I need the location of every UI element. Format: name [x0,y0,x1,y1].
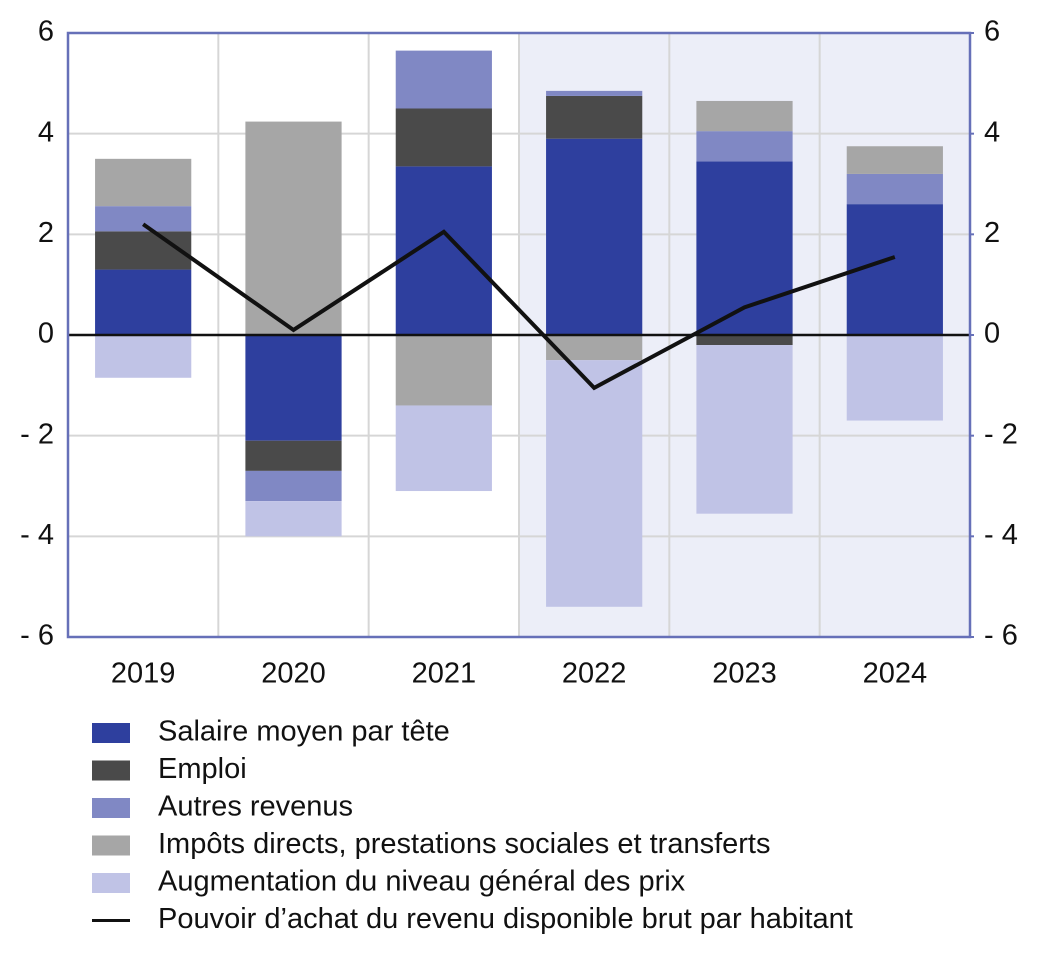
bar-segment [696,100,793,132]
bar-segment [846,335,943,421]
legend-label: Salaire moyen par tête [158,716,450,748]
y2-tick-label: 4 [984,116,1000,148]
bar-segment [245,470,342,502]
y-tick-label: 4 [38,116,54,148]
bar-segment [846,146,943,174]
bar-segment [546,360,643,607]
bar-segment [696,335,793,346]
legend-swatch [92,873,130,893]
bar-segment [245,501,342,537]
bar-segment [696,345,793,514]
legend-label: Impôts directs, prestations sociales et … [158,828,770,860]
x-tick-label: 2019 [111,658,176,690]
bar-segment [95,206,192,232]
y-tick-label: - 4 [20,519,54,551]
legend-label: Pouvoir d’achat du revenu disponible bru… [158,903,853,935]
bar-segment [546,90,643,96]
bar-segment [95,158,192,207]
legend-label: Emploi [158,753,247,785]
y-tick-label: - 6 [20,620,54,652]
bar-segment [245,440,342,471]
x-tick-label: 2021 [412,658,477,690]
legend-label: Augmentation du niveau général des prix [158,866,686,898]
bar-segment [95,231,192,270]
legend-swatch [92,723,130,743]
y2-tick-label: - 4 [984,519,1018,551]
x-tick-label: 2023 [712,658,777,690]
bar-segment [395,335,492,406]
y-tick-label: - 2 [20,418,54,450]
y-tick-label: 6 [38,16,54,48]
x-tick-label: 2024 [863,658,928,690]
bar-segment [546,95,643,139]
bar-segment [696,131,793,162]
bar-segment [546,138,643,335]
line-series [142,222,896,391]
bar-segment [95,335,192,378]
legend-swatch [92,798,130,818]
bar-segment [245,335,342,441]
bar-segment [846,173,943,205]
y2-tick-label: - 2 [984,418,1018,450]
y2-tick-label: 2 [984,217,1000,249]
bar-segment [395,405,492,492]
legend-swatch [92,835,130,856]
y2-tick-label: 6 [984,16,1000,48]
y2-tick-label: - 6 [984,620,1018,652]
plot-border [66,31,972,639]
bar-segment [395,108,492,167]
legend-label: Autres revenus [158,791,353,823]
bar-segment [395,166,492,335]
y-tick-label: 0 [38,318,54,350]
y2-tick-label: 0 [984,318,1000,350]
bar-segment [546,335,643,361]
bar-segment [245,121,342,335]
x-tick-label: 2020 [261,658,326,690]
x-tick-label: 2022 [562,658,627,690]
bar-segment [95,269,192,335]
y-tick-label: 2 [38,217,54,249]
legend-swatch [92,760,130,781]
bar-segment [395,50,492,109]
